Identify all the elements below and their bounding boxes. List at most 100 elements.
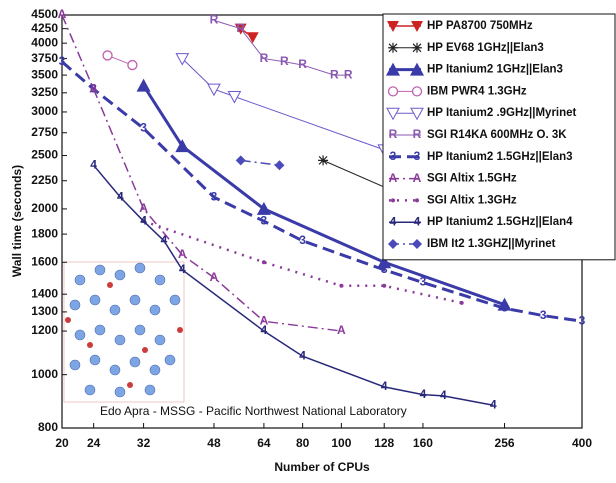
legend-label: SGI Altix 1.3GHz bbox=[427, 194, 517, 206]
marker bbox=[412, 42, 422, 53]
marker: A bbox=[413, 171, 422, 185]
legend-label: IBM PWR4 1.3GHz bbox=[427, 85, 527, 97]
x-tick-label: 48 bbox=[207, 436, 221, 450]
marker bbox=[387, 86, 399, 97]
x-tick-label: 400 bbox=[572, 436, 592, 450]
legend-label: IBM It2 1.3GHZ||Myrinet bbox=[427, 238, 556, 250]
x-tick-label: 64 bbox=[257, 436, 271, 450]
marker bbox=[318, 155, 329, 166]
marker: 4 bbox=[299, 348, 306, 362]
marker: 3 bbox=[261, 213, 268, 227]
y-tick-label: 1800 bbox=[31, 226, 58, 240]
legend: HP PA8700 750MHz HP EV68 1GHz||Elan3 HP It… bbox=[382, 13, 616, 261]
marker: A bbox=[389, 171, 398, 185]
marker: 3 bbox=[299, 233, 306, 247]
molecule-illustration bbox=[63, 261, 185, 403]
series-line bbox=[181, 58, 385, 151]
series-line bbox=[213, 19, 349, 76]
y-tick-label: 800 bbox=[38, 420, 58, 434]
legend-label: HP Itanium2 1.5GHz||Elan4 bbox=[427, 216, 573, 228]
marker: R bbox=[280, 54, 289, 68]
marker bbox=[391, 198, 395, 203]
y-tick-label: 3500 bbox=[31, 67, 58, 81]
y-tick-label: 3250 bbox=[31, 85, 58, 99]
x-tick-label: 160 bbox=[413, 436, 433, 450]
marker bbox=[411, 86, 423, 97]
marker: 3 bbox=[579, 313, 586, 327]
marker bbox=[387, 21, 399, 32]
y-tick-label: 1000 bbox=[31, 367, 58, 381]
marker: R bbox=[210, 13, 219, 27]
marker bbox=[377, 255, 392, 269]
y-tick-label: 3750 bbox=[31, 51, 58, 65]
marker: 3 bbox=[90, 81, 97, 95]
marker bbox=[207, 83, 221, 97]
marker: R bbox=[413, 127, 422, 141]
marker: 3 bbox=[414, 149, 421, 163]
marker: R bbox=[344, 67, 353, 81]
y-axis-label: Wall time (seconds) bbox=[10, 165, 24, 277]
marker: 4 bbox=[179, 262, 186, 276]
marker bbox=[227, 91, 242, 104]
marker: 4 bbox=[117, 189, 124, 203]
marker bbox=[388, 42, 398, 53]
x-tick-label: 256 bbox=[495, 436, 515, 450]
marker: 4 bbox=[161, 233, 168, 247]
marker bbox=[274, 160, 285, 171]
legend-label: HP Itanium2 .9GHz||Myrinet bbox=[427, 107, 577, 119]
marker bbox=[412, 239, 422, 249]
marker bbox=[459, 300, 464, 305]
marker bbox=[388, 239, 398, 249]
y-tick-label: 1200 bbox=[31, 323, 58, 337]
legend-box bbox=[382, 13, 616, 261]
marker: 4 bbox=[414, 214, 421, 228]
y-tick-label: 4500 bbox=[31, 7, 58, 21]
marker: R bbox=[236, 21, 245, 35]
marker bbox=[411, 21, 423, 32]
marker bbox=[256, 201, 271, 215]
marker bbox=[136, 78, 151, 92]
series-line bbox=[61, 60, 583, 323]
marker bbox=[127, 59, 138, 71]
x-tick-label: 100 bbox=[331, 436, 351, 450]
marker bbox=[175, 53, 190, 66]
marker: R bbox=[298, 57, 307, 71]
y-tick-label: 2250 bbox=[31, 173, 58, 187]
legend-label: HP Itanium2 1GHz||Elan3 bbox=[427, 64, 563, 76]
legend-label: HP PA8700 750MHz bbox=[427, 20, 533, 32]
x-tick-label: 32 bbox=[137, 436, 151, 450]
marker: 4 bbox=[90, 157, 97, 171]
y-tick-label: 3000 bbox=[31, 104, 58, 118]
marker: 4 bbox=[440, 388, 447, 402]
marker bbox=[261, 260, 266, 265]
marker bbox=[386, 107, 400, 121]
marker: A bbox=[337, 323, 346, 337]
y-tick-label: 4000 bbox=[31, 35, 58, 49]
x-axis-label: Number of CPUs bbox=[274, 460, 370, 474]
y-tick-label: 1400 bbox=[31, 286, 58, 300]
marker: 3 bbox=[540, 308, 547, 322]
series-line bbox=[93, 164, 494, 406]
marker: A bbox=[210, 270, 219, 284]
marker: 4 bbox=[490, 397, 497, 411]
y-tick-label: 2750 bbox=[31, 125, 58, 139]
marker: 3 bbox=[211, 189, 218, 203]
marker: 3 bbox=[501, 300, 508, 314]
legend-label: SGI R14KA 600MHz O. 3K bbox=[427, 129, 567, 141]
marker: 4 bbox=[390, 214, 397, 228]
marker bbox=[175, 139, 190, 153]
marker bbox=[235, 155, 246, 166]
marker: R bbox=[260, 51, 269, 65]
marker bbox=[339, 283, 344, 288]
marker: 4 bbox=[381, 379, 388, 393]
marker: 3 bbox=[140, 121, 147, 135]
marker: 4 bbox=[140, 213, 147, 227]
marker: 3 bbox=[420, 275, 427, 289]
x-tick-label: 20 bbox=[55, 436, 69, 450]
marker: R bbox=[330, 67, 339, 81]
marker bbox=[410, 62, 424, 76]
x-tick-label: 80 bbox=[296, 436, 310, 450]
marker bbox=[382, 283, 387, 288]
x-tick-label: 128 bbox=[374, 436, 394, 450]
series-line bbox=[61, 14, 342, 332]
